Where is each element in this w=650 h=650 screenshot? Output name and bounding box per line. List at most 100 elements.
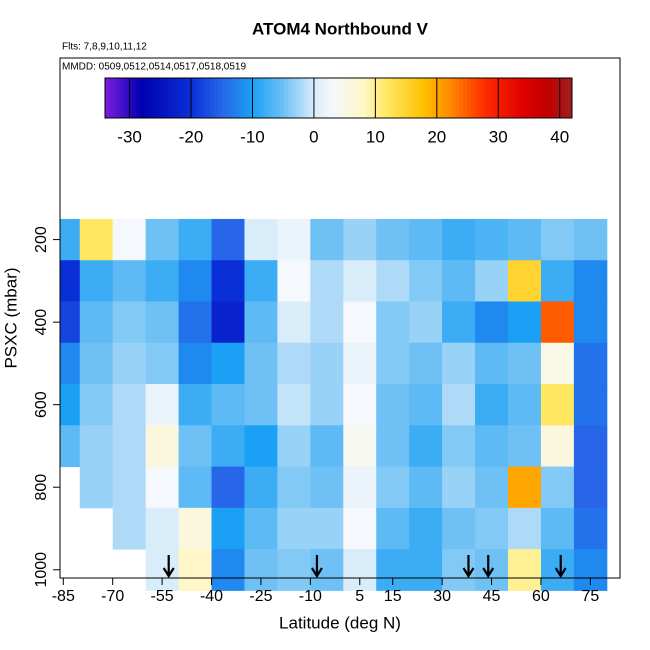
- heatmap-cell: [145, 260, 180, 302]
- heatmap-cell: [310, 466, 344, 509]
- heatmap-cell: [211, 549, 245, 591]
- heatmap-cell: [277, 425, 311, 468]
- heatmap-cell: [211, 342, 245, 385]
- colorbar-segment: [513, 78, 518, 118]
- heatmap-cell: [409, 260, 443, 302]
- colorbar-tick-label: -10: [240, 127, 265, 146]
- x-tick-label: -85: [52, 588, 75, 605]
- colorbar-segment: [509, 78, 515, 118]
- heatmap-cell: [112, 301, 147, 344]
- heatmap-cell: [178, 425, 213, 468]
- x-tick-label: -70: [101, 588, 124, 605]
- heatmap-cell: [244, 466, 278, 509]
- colorbar-segment: [474, 78, 479, 118]
- colorbar-segment: [548, 78, 553, 118]
- heatmap-cell: [475, 425, 509, 468]
- colorbar-segment: [505, 78, 511, 118]
- heatmap-cell: [211, 218, 245, 261]
- heatmap-cell: [343, 466, 377, 509]
- colorbar-segment: [112, 78, 118, 118]
- heatmap-cell: [442, 342, 476, 385]
- y-tick-label: 800: [33, 474, 50, 501]
- colorbar-segment: [151, 78, 156, 118]
- heatmap-cell: [475, 260, 509, 302]
- heatmap-cell: [244, 384, 278, 426]
- heatmap-cell: [60, 425, 81, 468]
- colorbar-segment: [315, 78, 320, 118]
- arrow: [482, 555, 495, 579]
- y-tick-label: 600: [33, 391, 50, 418]
- x-tick-label: 60: [532, 588, 550, 605]
- colorbar-segment: [424, 78, 429, 118]
- x-tick-label: 30: [433, 588, 451, 605]
- heatmap-cell: [508, 507, 542, 550]
- colorbar-segment: [517, 78, 522, 118]
- heatmap-cell: [178, 301, 213, 344]
- heatmap-cell: [178, 342, 213, 385]
- y-axis-label: PSXC (mbar): [1, 267, 20, 368]
- heatmap-cell: [508, 218, 542, 261]
- colorbar-tick-label: 10: [366, 127, 385, 146]
- colorbar-segment: [210, 78, 215, 118]
- heatmap-cell: [475, 301, 509, 344]
- colorbar-tick-label: -30: [117, 127, 142, 146]
- heatmap-cell: [244, 260, 278, 302]
- heatmap-cell: [376, 218, 410, 261]
- colorbar-segment: [533, 78, 538, 118]
- colorbar-segment: [568, 78, 573, 118]
- heatmap-cell: [376, 384, 410, 426]
- y-tick-label: 200: [33, 226, 50, 253]
- colorbar-segment: [229, 78, 234, 118]
- x-tick-label: -55: [151, 588, 174, 605]
- colorbar-segment: [540, 78, 546, 118]
- colorbar-segment: [136, 78, 141, 118]
- heatmap-cell: [178, 549, 213, 591]
- colorbar-segment: [120, 78, 125, 118]
- colorbar-segment: [490, 78, 495, 118]
- heatmap-cell: [112, 507, 147, 550]
- heatmap-cell: [277, 466, 311, 509]
- heatmap-cell: [145, 301, 180, 344]
- colorbar-segment: [556, 78, 561, 118]
- heatmap-cell: [442, 384, 476, 426]
- heatmap-cell: [442, 507, 476, 550]
- colorbar-segment: [272, 78, 277, 118]
- heatmap-cell: [79, 342, 114, 385]
- heatmap-cell: [79, 384, 114, 426]
- colorbar-segment: [163, 78, 168, 118]
- colorbar-segment: [260, 78, 265, 118]
- arrow: [554, 555, 567, 579]
- colorbar-segment: [105, 78, 110, 118]
- heatmap-cell: [409, 342, 443, 385]
- colorbar-segment: [478, 78, 483, 118]
- colorbar-segment: [564, 78, 569, 118]
- x-tick-label: -40: [200, 588, 223, 605]
- colorbar-segment: [311, 78, 316, 118]
- colorbar-segment: [124, 78, 129, 118]
- heatmap-cell: [145, 342, 180, 385]
- colorbar-tick-label: -20: [179, 127, 204, 146]
- heatmap-cell: [112, 218, 147, 261]
- heatmap-cell: [573, 260, 608, 302]
- y-tick-label: 1000: [33, 552, 50, 588]
- colorbar-tick-label: 30: [489, 127, 508, 146]
- colorbar-segment: [455, 78, 460, 118]
- colorbar-segment: [377, 78, 382, 118]
- colorbar-segment: [334, 78, 339, 118]
- colorbar-segment: [186, 78, 192, 118]
- heatmap-cell: [573, 425, 608, 468]
- heatmap-cell: [475, 384, 509, 426]
- heatmap-cell: [540, 507, 575, 550]
- heatmap-cell: [442, 218, 476, 261]
- plot-frame: [59, 57, 621, 579]
- colorbar-segment: [159, 78, 164, 118]
- colorbar-segment: [322, 78, 328, 118]
- colorbar-segment: [451, 78, 456, 118]
- heatmap-cell: [573, 301, 608, 344]
- colorbar-segment: [221, 78, 227, 118]
- heatmap-cell: [475, 218, 509, 261]
- colorbar-segment: [276, 78, 281, 118]
- heatmap-cell: [343, 301, 377, 344]
- colorbar-segment: [319, 78, 324, 118]
- colorbar-segment: [116, 78, 121, 118]
